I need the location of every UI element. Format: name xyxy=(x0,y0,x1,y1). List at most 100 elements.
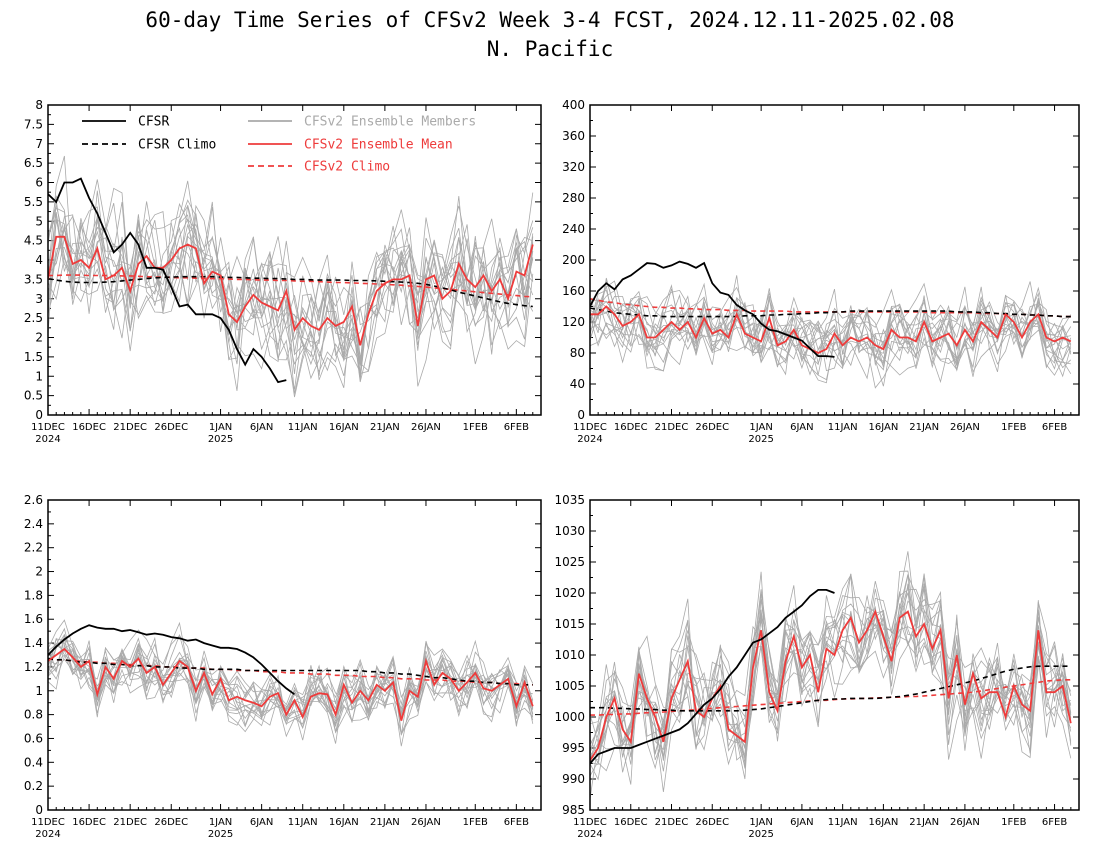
ensemble-member-line xyxy=(590,291,1072,387)
x-tick-label: 1JAN xyxy=(749,422,772,433)
ensemble-member-line xyxy=(48,179,534,380)
x-tick-label: 11JAN xyxy=(288,422,318,433)
x-tick-label: 6FEB xyxy=(1042,817,1067,828)
y-tick-label: 1015 xyxy=(554,617,585,631)
y-tick-label: 0 xyxy=(35,408,43,422)
y-tick-label: 1030 xyxy=(554,524,585,538)
plot-frame xyxy=(589,499,1080,811)
x-tick-label: 1FEB xyxy=(1001,817,1026,828)
ensemble-member-line xyxy=(590,573,1072,792)
x-tick-label: 21JAN xyxy=(370,817,400,828)
plot-area xyxy=(590,260,1072,389)
plot-area xyxy=(590,551,1072,800)
x-tick-label: 1JAN xyxy=(749,817,772,828)
x-tick-label: 16DEC xyxy=(72,817,106,828)
y-tick-label: 2 xyxy=(35,565,43,579)
x-tick-label: 6JAN xyxy=(250,422,273,433)
y-tick-label: 1000 xyxy=(554,710,585,724)
ensemble-member-line xyxy=(48,627,534,733)
ensemble-member-line xyxy=(48,633,534,719)
y-tick-label: 1.6 xyxy=(24,612,43,626)
x-tick-label: 1JAN xyxy=(209,422,232,433)
ensemble-member-line xyxy=(48,640,534,734)
x-tick-label: 26DEC xyxy=(695,817,729,828)
y-tick-label: 0.6 xyxy=(24,731,43,745)
ensemble-member-line xyxy=(48,634,534,736)
y-tick-label: 2.4 xyxy=(24,517,43,531)
y-tick-label: 2 xyxy=(35,331,43,345)
ensemble-member-line xyxy=(590,588,1072,761)
y-tick-label: 1 xyxy=(35,684,43,698)
figure-region: N. Pacific xyxy=(487,37,613,61)
x-tick-label: 6JAN xyxy=(790,422,813,433)
x-tick-label: 21JAN xyxy=(370,422,400,433)
legend-label: CFSv2 Climo xyxy=(304,160,390,175)
x-tick-label: 21DEC xyxy=(655,817,689,828)
panel-2: 0 40 80 120 160 200 240 280 320 360 400 11DEC 16DEC 2… xyxy=(562,98,1080,445)
legend-label: CFSR Climo xyxy=(138,138,216,153)
series-line-cfsv2-ensemble-mean xyxy=(48,235,534,346)
ensemble-member-line xyxy=(590,275,1072,389)
y-tick-label: 1005 xyxy=(554,679,585,693)
x-tick-label: 21JAN xyxy=(909,422,939,433)
x-tick-label: 1FEB xyxy=(463,422,488,433)
ensemble-member-line xyxy=(48,155,534,374)
x-tick-label: 6FEB xyxy=(504,817,529,828)
y-tick-label: 1010 xyxy=(554,648,585,662)
y-tick-label: 120 xyxy=(562,315,585,329)
ensemble-member-line xyxy=(590,586,1072,767)
y-tick-label: 7.5 xyxy=(24,117,43,131)
y-tick-label: 4 xyxy=(35,253,43,267)
ensemble-member-line xyxy=(590,571,1072,777)
panel-1: 0 0.5 1 1.5 2 2.5 3 3.5 4 4.5 5 5.5 6 6.5 7 7.5 8 11DEC 16… xyxy=(24,98,542,445)
ensemble-member-line xyxy=(48,637,534,738)
x-tick-label: 26JAN xyxy=(950,422,980,433)
y-tick-label: 1035 xyxy=(554,493,585,507)
x-tick-label: 26DEC xyxy=(154,422,188,433)
x-year-label: 2025 xyxy=(748,434,773,445)
y-tick-label: 1.2 xyxy=(24,660,43,674)
x-tick-label: 26JAN xyxy=(950,817,980,828)
y-tick-label: 6 xyxy=(35,176,43,190)
plot-frame xyxy=(589,104,1080,416)
legend-label: CFSv2 Ensemble Mean xyxy=(304,138,453,153)
x-year-label: 2025 xyxy=(208,829,233,840)
y-tick-label: 280 xyxy=(562,191,585,205)
y-tick-label: 2.2 xyxy=(24,541,43,555)
series-line-cfsr-climo xyxy=(48,275,533,308)
y-tick-label: 200 xyxy=(562,253,585,267)
series-line-cfsr xyxy=(590,260,835,358)
legend: CFSR CFSR Climo CFSv2 Ensemble Members CFSv… xyxy=(82,115,476,175)
x-tick-label: 26JAN xyxy=(411,817,441,828)
y-tick-label: 990 xyxy=(562,772,585,786)
y-tick-label: 2.5 xyxy=(24,311,43,325)
y-tick-label: 1.4 xyxy=(24,636,43,650)
y-tick-label: 160 xyxy=(562,284,585,298)
x-tick-label: 11DEC xyxy=(573,817,607,828)
x-tick-label: 16JAN xyxy=(868,422,898,433)
ensemble-member-line xyxy=(590,286,1071,371)
y-tick-label: 3 xyxy=(35,292,43,306)
x-tick-label: 26JAN xyxy=(411,422,441,433)
x-year-label: 2025 xyxy=(748,829,773,840)
y-tick-label: 1020 xyxy=(554,586,585,600)
x-tick-label: 11DEC xyxy=(573,422,607,433)
x-tick-label: 6FEB xyxy=(1042,422,1067,433)
y-tick-label: 2.6 xyxy=(24,493,43,507)
plot-area xyxy=(48,155,534,398)
ensemble-member-line xyxy=(590,277,1072,377)
y-tick-label: 5.5 xyxy=(24,195,43,209)
x-year-label: 2024 xyxy=(577,434,602,445)
y-tick-label: 0.4 xyxy=(24,755,43,769)
series-line-cfsr xyxy=(48,624,296,696)
y-tick-label: 5 xyxy=(35,214,43,228)
series-line-cfsr xyxy=(590,589,835,765)
y-tick-label: 1.5 xyxy=(24,350,43,364)
x-tick-label: 11JAN xyxy=(288,817,318,828)
y-tick-label: 1 xyxy=(35,369,43,383)
series-line-cfsv2-ensemble-mean xyxy=(48,647,534,721)
x-tick-label: 11DEC xyxy=(31,422,65,433)
x-tick-label: 6JAN xyxy=(250,817,273,828)
x-tick-label: 6FEB xyxy=(504,422,529,433)
